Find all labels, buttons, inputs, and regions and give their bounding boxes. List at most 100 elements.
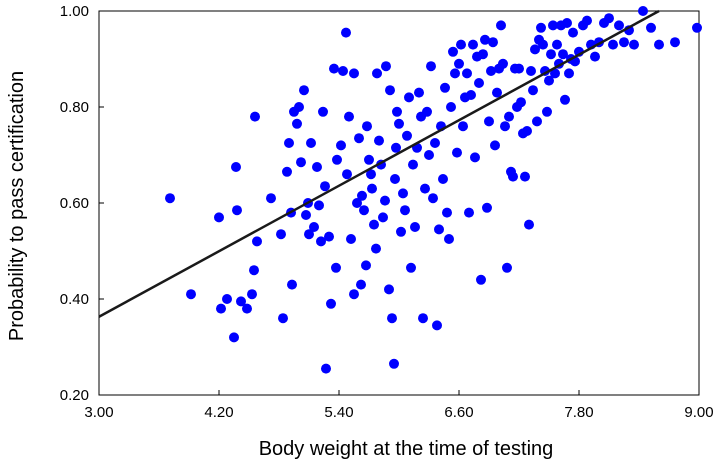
data-point bbox=[165, 193, 175, 204]
y-axis-ticks: 0.20 0.40 0.60 0.80 1.00 bbox=[60, 3, 104, 404]
data-point bbox=[500, 121, 510, 132]
data-point bbox=[314, 200, 324, 211]
data-point bbox=[231, 162, 241, 172]
data-point bbox=[430, 138, 440, 148]
data-point bbox=[552, 39, 562, 50]
data-point bbox=[590, 51, 600, 62]
data-point bbox=[448, 46, 458, 57]
data-point bbox=[520, 171, 530, 182]
data-point bbox=[306, 138, 316, 148]
data-point bbox=[282, 166, 292, 177]
data-point bbox=[232, 205, 242, 216]
data-point bbox=[536, 22, 546, 33]
data-point bbox=[442, 207, 452, 218]
x-tick-label: 5.40 bbox=[324, 404, 353, 421]
data-point bbox=[470, 152, 480, 163]
data-point bbox=[422, 106, 432, 117]
data-point bbox=[389, 358, 399, 369]
data-point bbox=[530, 44, 540, 55]
data-point bbox=[456, 39, 466, 50]
data-point bbox=[294, 102, 304, 112]
data-point bbox=[582, 15, 592, 26]
data-point bbox=[526, 66, 536, 76]
data-point bbox=[418, 313, 428, 324]
trend-line-group bbox=[98, 9, 660, 318]
data-point bbox=[371, 243, 381, 254]
data-point bbox=[374, 135, 384, 146]
data-point bbox=[404, 92, 414, 103]
x-tick-label: 7.80 bbox=[564, 404, 593, 421]
data-point bbox=[321, 363, 331, 374]
y-tick-label: 1.00 bbox=[60, 3, 89, 20]
data-point bbox=[384, 284, 394, 295]
data-point bbox=[462, 68, 472, 79]
data-point bbox=[361, 260, 371, 271]
data-points bbox=[165, 6, 702, 374]
data-point bbox=[444, 234, 454, 244]
data-point bbox=[364, 154, 374, 165]
data-point bbox=[564, 68, 574, 79]
data-point bbox=[385, 85, 395, 96]
x-tick-label: 6.60 bbox=[444, 404, 473, 421]
data-point bbox=[247, 289, 257, 300]
data-point bbox=[372, 68, 382, 79]
data-point bbox=[438, 174, 448, 184]
data-point bbox=[349, 68, 359, 79]
data-point bbox=[548, 20, 558, 31]
data-point bbox=[229, 332, 239, 343]
data-point bbox=[394, 118, 404, 129]
data-point bbox=[242, 303, 252, 314]
data-point bbox=[359, 205, 369, 216]
data-point bbox=[638, 6, 648, 16]
data-point bbox=[356, 279, 366, 290]
data-point bbox=[478, 49, 488, 60]
data-point bbox=[550, 68, 560, 79]
data-point bbox=[236, 296, 246, 307]
data-point bbox=[452, 147, 462, 158]
y-tick-label: 0.40 bbox=[60, 291, 89, 308]
data-point bbox=[490, 140, 500, 151]
data-point bbox=[468, 39, 478, 50]
data-point bbox=[558, 49, 568, 60]
data-point bbox=[381, 61, 391, 72]
data-point bbox=[326, 298, 336, 309]
data-point bbox=[464, 207, 474, 218]
x-axis-title: Body weight at the time of testing bbox=[259, 438, 554, 460]
data-point bbox=[629, 39, 639, 50]
data-point bbox=[538, 39, 548, 50]
data-point bbox=[568, 27, 578, 38]
data-point bbox=[338, 66, 348, 76]
data-point bbox=[414, 87, 424, 98]
data-point bbox=[502, 262, 512, 273]
data-point bbox=[331, 262, 341, 273]
data-point bbox=[287, 279, 297, 290]
data-point bbox=[484, 116, 494, 127]
data-point bbox=[466, 90, 476, 100]
data-point bbox=[424, 150, 434, 160]
data-point bbox=[349, 289, 359, 300]
trend-line bbox=[98, 9, 660, 318]
data-point bbox=[614, 20, 624, 31]
data-point bbox=[608, 39, 618, 50]
data-point bbox=[482, 202, 492, 213]
data-point bbox=[214, 212, 224, 223]
data-point bbox=[426, 61, 436, 72]
data-point bbox=[369, 219, 379, 230]
data-point bbox=[546, 49, 556, 60]
data-point bbox=[420, 183, 430, 194]
data-point bbox=[544, 75, 554, 86]
data-point bbox=[516, 97, 526, 108]
data-point bbox=[292, 118, 302, 129]
data-point bbox=[299, 85, 309, 96]
data-point bbox=[362, 121, 372, 132]
data-point bbox=[450, 68, 460, 79]
data-point bbox=[670, 37, 680, 48]
data-point bbox=[396, 226, 406, 237]
data-point bbox=[646, 22, 656, 33]
data-point bbox=[316, 236, 326, 247]
data-point bbox=[301, 210, 311, 220]
data-point bbox=[309, 222, 319, 232]
data-point bbox=[380, 195, 390, 206]
data-point bbox=[480, 34, 490, 45]
data-point bbox=[341, 27, 351, 38]
